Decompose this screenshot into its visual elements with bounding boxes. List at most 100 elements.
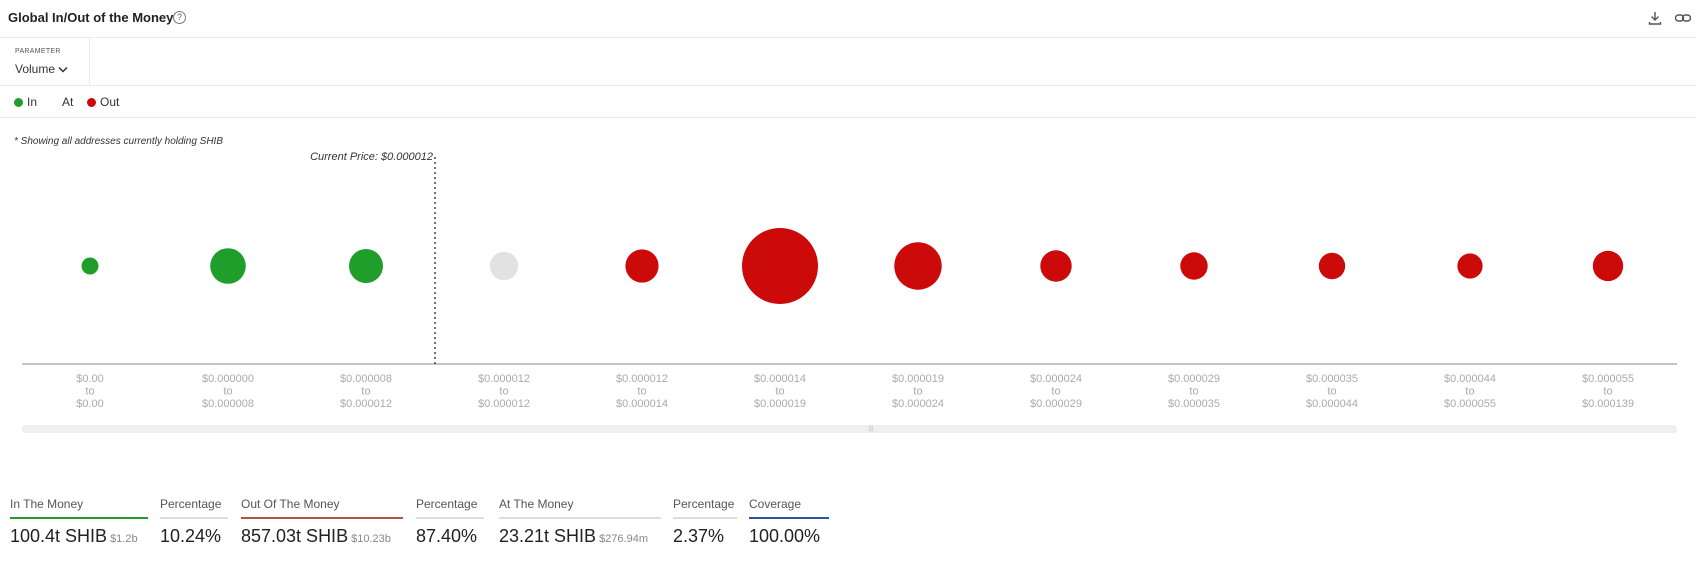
bubble-at[interactable] [489, 251, 519, 281]
tick-label: $0.00 [76, 373, 104, 385]
parameter-label: PARAMETER [15, 48, 61, 55]
legend: In At Out [0, 86, 1697, 118]
bubble-out[interactable] [1180, 252, 1208, 280]
stat-block: Out Of The Money 857.03t SHIB $10.23b [241, 497, 403, 551]
bubble-out[interactable] [1318, 252, 1346, 280]
tick-label: to [1189, 386, 1198, 398]
tick-label: to [1465, 386, 1474, 398]
stat-label: Percentage [160, 497, 222, 511]
stat-block: In The Money 100.4t SHIB $1.2b [10, 497, 148, 551]
stat-block: Percentage 87.40% [416, 497, 484, 551]
tick-label: $0.000012 [616, 373, 668, 385]
money-chart: Current Price: $0.000012$0.00to$0.00$0.0… [22, 151, 1677, 410]
stat-label: Percentage [416, 497, 478, 511]
legend-dot-out[interactable] [87, 98, 96, 107]
bubble-out[interactable] [1592, 250, 1624, 282]
holding-note: * Showing all addresses currently holdin… [14, 136, 223, 147]
tick-label: $0.000044 [1444, 373, 1496, 385]
tick-label: to [1603, 386, 1612, 398]
tick-label: to [637, 386, 646, 398]
tick-label: $0.000000 [202, 373, 254, 385]
tick-label: to [913, 386, 922, 398]
parameter-select[interactable]: PARAMETER Volume [0, 38, 90, 86]
legend-label-at[interactable]: At [62, 95, 74, 109]
stat-value-text: 100.4t SHIB [10, 526, 108, 546]
tick-label: $0.000055 [1582, 373, 1634, 385]
chart-scrollbar[interactable]: ||| [22, 425, 1677, 433]
tick-label: to [223, 386, 232, 398]
tick-label: $0.000008 [340, 373, 392, 385]
stat-value-text: 87.40% [416, 526, 478, 546]
legend-label-in[interactable]: In [27, 95, 38, 109]
tick-label: to [1327, 386, 1336, 398]
stat-value-text: 2.37% [673, 526, 725, 546]
stat-underline [10, 517, 148, 519]
stat-value: 87.40% [416, 526, 477, 547]
tick-label: to [775, 386, 784, 398]
tick-label: $0.000035 [1306, 373, 1358, 385]
bubble-in[interactable] [81, 257, 99, 275]
tick-label: $0.000019 [754, 398, 806, 410]
tick-label: $0.000012 [340, 398, 392, 410]
tick-label: $0.000014 [754, 373, 806, 385]
stat-usd-value: $276.94m [599, 533, 648, 545]
stat-value-text: 100.00% [749, 526, 821, 546]
bubble-in[interactable] [349, 249, 383, 283]
page-title: Global In/Out of the Money [8, 10, 174, 25]
stat-underline [241, 517, 403, 519]
stat-value: 857.03t SHIB $10.23b [241, 526, 391, 547]
tick-label: $0.000029 [1030, 398, 1082, 410]
tick-label: $0.000019 [892, 373, 944, 385]
tick-label: $0.00 [76, 398, 104, 410]
tick-label: $0.000139 [1582, 398, 1634, 410]
tick-label: $0.000029 [1168, 373, 1220, 385]
stat-underline [499, 517, 661, 519]
stat-usd-value: $1.2b [110, 533, 138, 545]
tick-label: $0.000012 [478, 398, 530, 410]
tick-label: to [85, 386, 94, 398]
bubble-in[interactable] [210, 248, 246, 284]
stat-label: At The Money [499, 497, 574, 511]
stat-value-text: 23.21t SHIB [499, 526, 597, 546]
scroll-grip-icon[interactable]: ||| [868, 426, 874, 432]
stat-value: 23.21t SHIB $276.94m [499, 526, 648, 547]
stat-underline [416, 517, 484, 519]
tick-label: $0.000044 [1306, 398, 1358, 410]
stat-underline [749, 517, 829, 519]
parameter-value[interactable]: Volume [15, 62, 56, 76]
stat-label: Out Of The Money [241, 497, 340, 511]
help-icon[interactable]: ? [173, 11, 186, 24]
stat-underline [673, 517, 737, 519]
link-icon[interactable] [1674, 9, 1692, 27]
bubble-out[interactable] [1457, 253, 1483, 279]
stat-label: Percentage [673, 497, 735, 511]
tick-label: $0.000008 [202, 398, 254, 410]
stat-block: Coverage 100.00% [749, 497, 829, 551]
stat-block: Percentage 10.24% [160, 497, 228, 551]
stat-value: 100.00% [749, 526, 820, 547]
stat-value: 10.24% [160, 526, 221, 547]
tick-label: to [361, 386, 370, 398]
stat-block: At The Money 23.21t SHIB $276.94m [499, 497, 661, 551]
stat-underline [160, 517, 228, 519]
bubble-out[interactable] [1040, 250, 1072, 282]
chevron-down-icon[interactable] [58, 66, 68, 73]
stat-value-text: 857.03t SHIB [241, 526, 349, 546]
legend-label-out[interactable]: Out [100, 95, 120, 109]
bubble-out[interactable] [894, 242, 942, 290]
tick-label: $0.000035 [1168, 398, 1220, 410]
stat-block: Percentage 2.37% [673, 497, 737, 551]
stat-value: 2.37% [673, 526, 724, 547]
tick-label: $0.000024 [892, 398, 944, 410]
bubble-out[interactable] [625, 249, 659, 283]
stat-label: In The Money [10, 497, 84, 511]
tick-label: $0.000014 [616, 398, 668, 410]
tick-label: $0.000055 [1444, 398, 1496, 410]
page-header: Global In/Out of the Money ? [0, 0, 1697, 38]
download-icon[interactable] [1646, 9, 1664, 27]
tick-label: $0.000024 [1030, 373, 1082, 385]
current-price-label: Current Price: $0.000012 [310, 151, 433, 163]
legend-dot-in[interactable] [14, 98, 23, 107]
stat-value-text: 10.24% [160, 526, 222, 546]
bubble-out[interactable] [742, 228, 818, 304]
